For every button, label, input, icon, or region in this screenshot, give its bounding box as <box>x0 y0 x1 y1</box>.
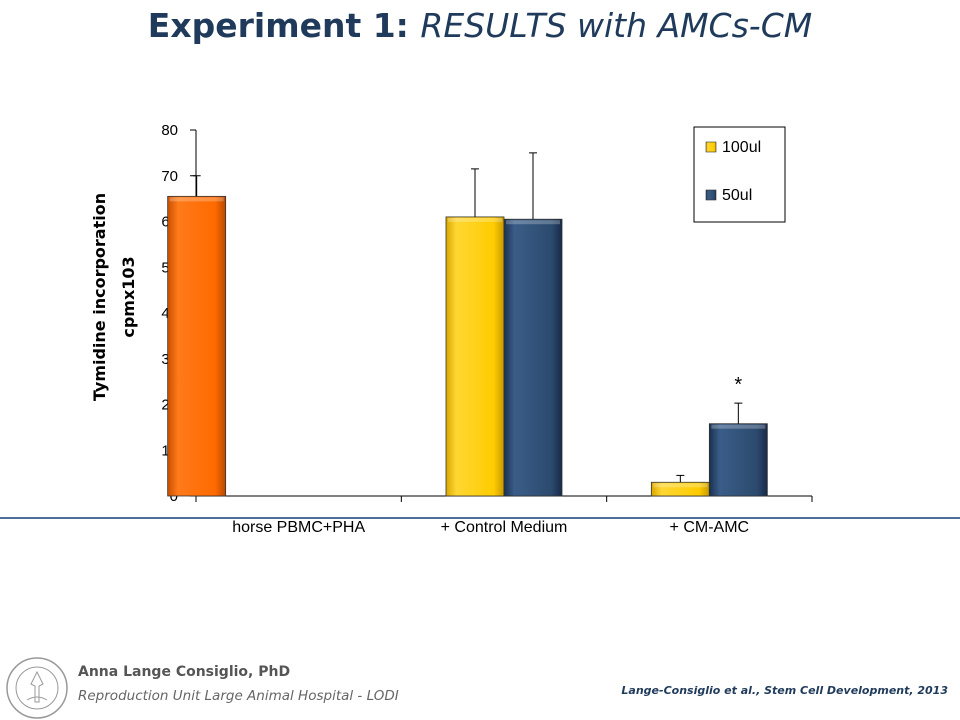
chart-legend: 100ul 50ul <box>693 126 786 223</box>
author-name: Anna Lange Consiglio, PhD <box>78 664 291 680</box>
university-seal-icon <box>6 657 68 719</box>
title-italic: RESULTS with AMCs-CM <box>420 6 813 45</box>
x-category-label: + Control Medium <box>441 519 568 536</box>
bar <box>167 195 227 497</box>
bar <box>503 218 563 497</box>
bar-highlight <box>653 483 708 488</box>
bar-highlight <box>448 217 502 222</box>
legend-swatch <box>705 189 717 201</box>
legend-label: 100ul <box>722 139 761 156</box>
bar-highlight <box>711 424 766 429</box>
citation: Lange-Consiglio et al., Stem Cell Develo… <box>621 684 948 697</box>
bar <box>708 423 768 497</box>
y-axis-label-line1: Tymidine incorporation <box>90 193 109 401</box>
slide-title: Experiment 1: RESULTS with AMCs-CM <box>0 6 960 45</box>
legend-label: 50ul <box>722 187 752 204</box>
author-block: Anna Lange Consiglio, PhD Reproduction U… <box>78 664 399 704</box>
bar-highlight <box>506 220 560 225</box>
x-category-label: horse PBMC+PHA <box>232 519 365 536</box>
divider-line <box>0 517 960 519</box>
bar-chart: 01020304050607080 horse PBMC+PHA+ Contro… <box>90 122 813 536</box>
x-category-label: + CM-AMC <box>670 519 750 536</box>
author-affiliation: Reproduction Unit Large Animal Hospital … <box>78 688 399 704</box>
y-tick-label: 80 <box>161 122 178 139</box>
bar <box>445 216 505 497</box>
bar-highlight <box>169 197 224 202</box>
title-bold: Experiment 1: <box>147 6 409 45</box>
significance-marker: * <box>734 374 742 396</box>
y-tick-label: 0 <box>170 488 178 505</box>
y-tick-label: 70 <box>161 168 178 185</box>
y-axis-label-line2: cpmx103 <box>119 256 138 337</box>
legend-swatch <box>705 141 717 153</box>
